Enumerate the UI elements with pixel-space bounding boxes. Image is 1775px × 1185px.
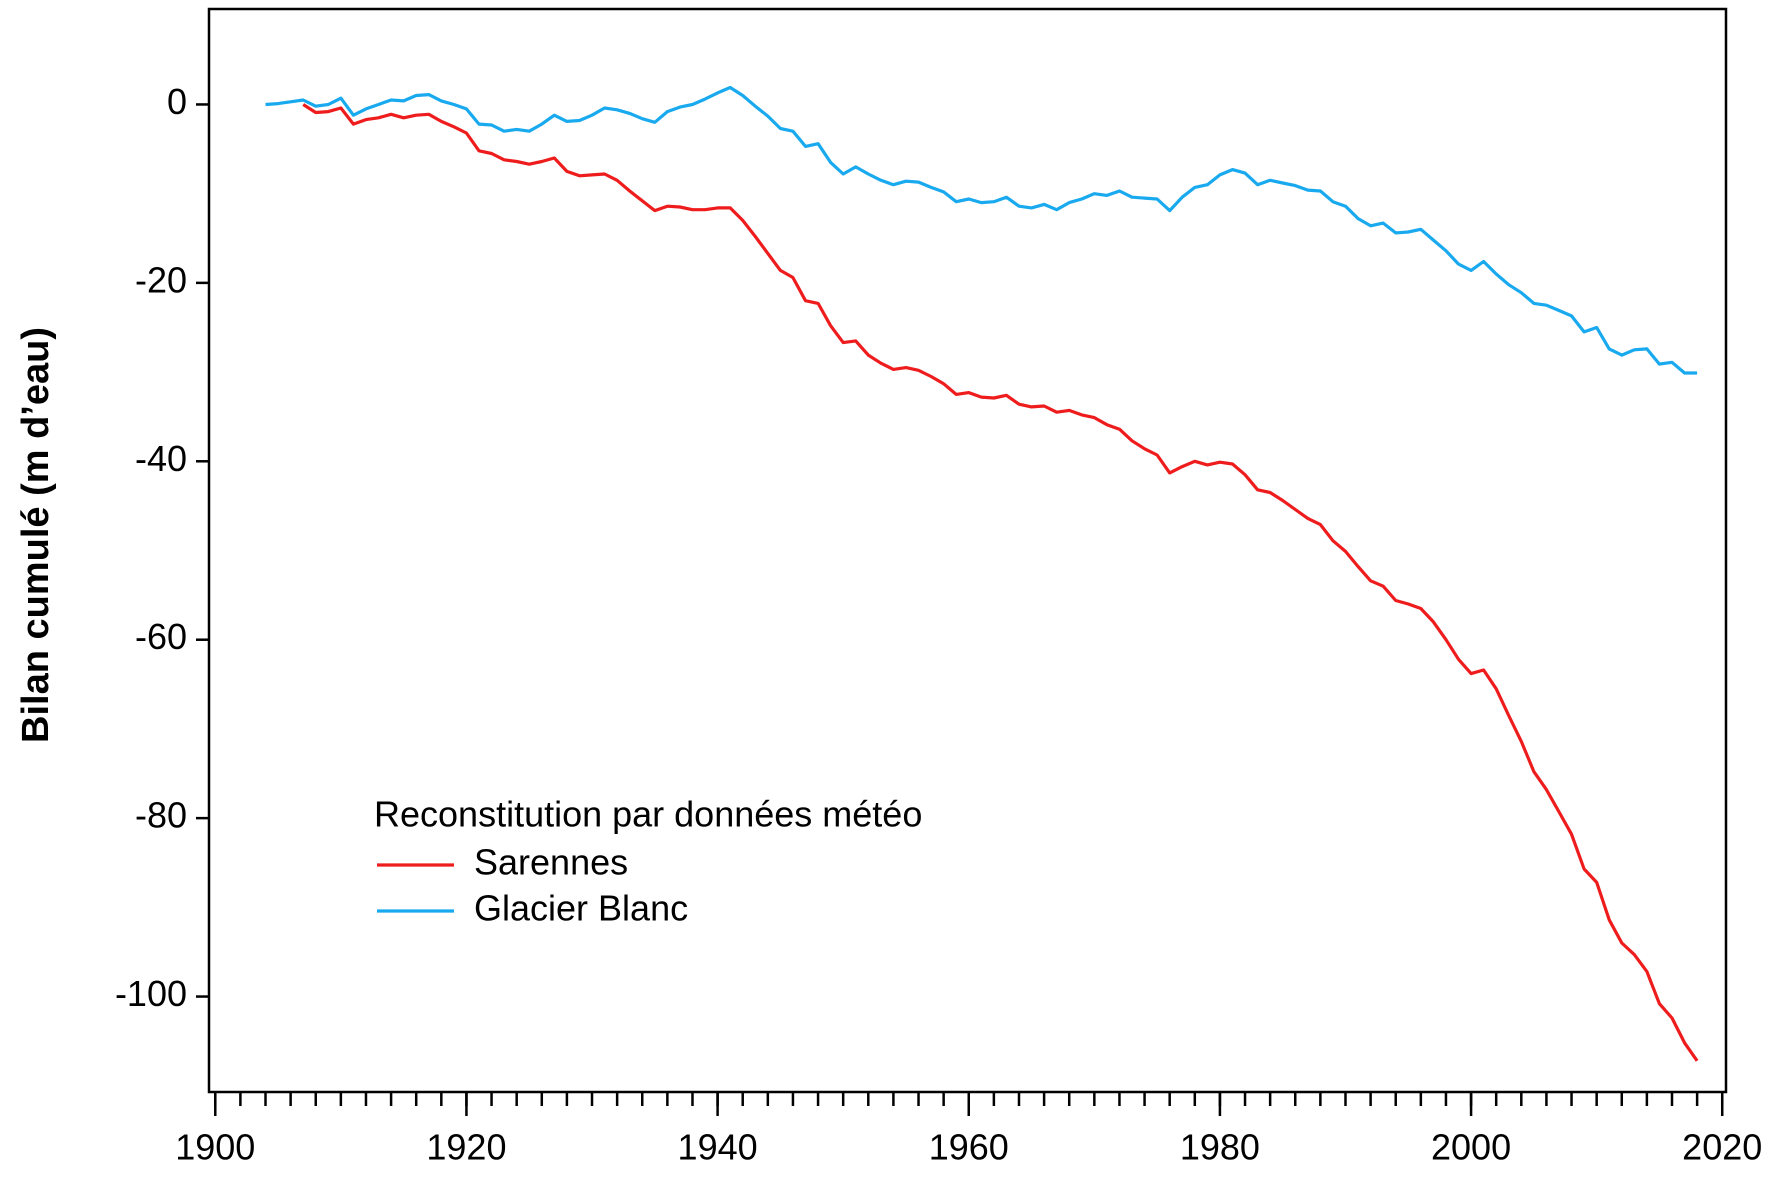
y-axis-label: Bilan cumulé (m d’eau) — [15, 327, 57, 743]
x-tick-label: 1960 — [929, 1127, 1009, 1168]
x-tick-label: 1940 — [678, 1127, 758, 1168]
y-tick-label: -40 — [135, 438, 187, 479]
plot-frame — [207, 7, 1728, 1094]
y-tick-label: -60 — [135, 616, 187, 657]
legend-label: Sarennes — [474, 842, 628, 883]
x-tick-label: 1980 — [1180, 1127, 1260, 1168]
x-tick-label: 2000 — [1431, 1127, 1511, 1168]
y-tick-label: 0 — [167, 81, 187, 122]
x-tick-label: 1900 — [175, 1127, 255, 1168]
legend-title: Reconstitution par données météo — [374, 794, 922, 835]
y-tick-label: -100 — [115, 973, 187, 1014]
y-tick-label: -20 — [135, 259, 187, 300]
x-tick-label: 1920 — [426, 1127, 506, 1168]
y-tick-label: -80 — [135, 795, 187, 836]
series-line — [265, 85, 1698, 375]
x-tick-label: 2020 — [1682, 1127, 1762, 1168]
legend-label: Glacier Blanc — [474, 888, 688, 929]
series-line — [302, 103, 1699, 1062]
